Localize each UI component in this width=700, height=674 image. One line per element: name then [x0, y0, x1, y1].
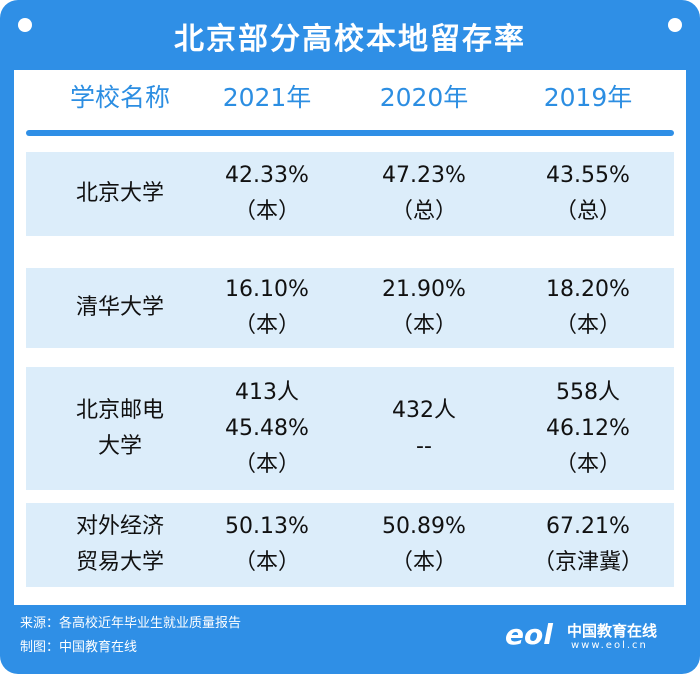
cell-line: （总）: [390, 199, 458, 224]
table-cell: 47.23% （总）: [382, 158, 466, 230]
corner-dot: [18, 18, 32, 32]
table-panel: 学校名称 2021年 2020年 2019年 北京大学 42.33% （本） 47.23% （…: [14, 70, 686, 605]
cell-line: 16.10%: [225, 277, 309, 302]
logo-url: www.eol.cn: [571, 640, 648, 651]
source: 来源：各高校近年毕业生就业质量报告: [20, 616, 242, 631]
table-cell: 北京邮电 大学: [76, 393, 164, 465]
cell-line: （本）: [390, 313, 458, 338]
cell-line: 42.33%: [225, 163, 309, 188]
table-cell: 对外经济 贸易大学: [76, 509, 164, 581]
cell-line: 46.12%: [546, 415, 630, 441]
table-cell: 42.33% （本）: [225, 158, 309, 230]
cell-line: （本）: [233, 313, 301, 338]
cell-line: （京津冀）: [532, 550, 644, 575]
header-row: 学校名称 2021年 2020年 2019年: [14, 78, 686, 128]
table-cell: 50.13% （本）: [225, 509, 309, 581]
corner-dot: [668, 18, 682, 32]
cell-line: 18.20%: [546, 277, 630, 302]
logo-mark: eol: [505, 618, 553, 651]
cell-line: 558人: [555, 379, 620, 405]
table-cell: 18.20% （本）: [546, 272, 630, 344]
table-cell: 清华大学: [76, 290, 164, 326]
table-row: 对外经济贸易大学 50.13% （本） 50.89% （本） 67.21% （京津冀）: [26, 503, 674, 587]
table-row: 清华大学 16.10% （本） 21.90% （本） 18.20% （本）: [26, 268, 674, 348]
column-header: 2021年: [222, 83, 312, 112]
cell-line: （本）: [233, 550, 301, 575]
cell-line: 43.55%: [546, 163, 630, 188]
column-header: 2020年: [379, 83, 469, 112]
header-rule: [26, 130, 674, 136]
title: 北京部分高校本地留存率: [174, 22, 526, 57]
cell-line: （本）: [554, 313, 622, 338]
cell-line: （本）: [233, 199, 301, 224]
cell-line: 413人: [234, 379, 299, 405]
table-cell: 432人 --: [392, 393, 456, 465]
table-row: 北京邮电大学 413人 45.48% （本） 432人 -- 558人 46.12% （本）: [26, 367, 674, 490]
table-cell: 413人 45.48% （本）: [225, 375, 309, 483]
table-cell: 43.55% （总）: [546, 158, 630, 230]
table-cell: 16.10% （本）: [225, 272, 309, 344]
logo-name: 中国教育在线: [567, 622, 658, 640]
cell-line: （本）: [554, 451, 622, 477]
credit: 制图：中国教育在线: [20, 640, 138, 655]
table-row: 北京大学 42.33% （本） 47.23% （总） 43.55% （总）: [26, 152, 674, 236]
cell-line: 50.13%: [225, 514, 309, 539]
cell-line: 大学: [97, 433, 143, 459]
cell-line: （总）: [554, 199, 622, 224]
cell-line: --: [416, 433, 432, 459]
footer: 来源：各高校近年毕业生就业质量报告 制图：中国教育在线: [20, 612, 241, 660]
table-cell: 50.89% （本）: [382, 509, 466, 581]
cell-line: 45.48%: [225, 415, 309, 441]
column-header: 2019年: [543, 83, 633, 112]
cell-line: （本）: [390, 550, 458, 575]
cell-line: 贸易大学: [75, 550, 165, 575]
cell-line: 47.23%: [382, 163, 466, 188]
cell-line: 北京邮电: [75, 397, 165, 423]
table-cell: 67.21% （京津冀）: [533, 509, 643, 581]
cell-line: 北京大学: [75, 181, 165, 206]
cell-line: 50.89%: [382, 514, 466, 539]
table-cell: 558人 46.12% （本）: [546, 375, 630, 483]
cell-line: 67.21%: [546, 514, 630, 539]
table-cell: 21.90% （本）: [382, 272, 466, 344]
table-cell: 北京大学: [76, 176, 164, 212]
cell-line: 432人: [392, 397, 456, 423]
column-header: 学校名称: [69, 83, 171, 112]
cell-line: （本）: [233, 451, 301, 477]
cell-line: 对外经济: [75, 514, 165, 539]
cell-line: 21.90%: [382, 277, 466, 302]
cell-line: 清华大学: [75, 295, 165, 320]
